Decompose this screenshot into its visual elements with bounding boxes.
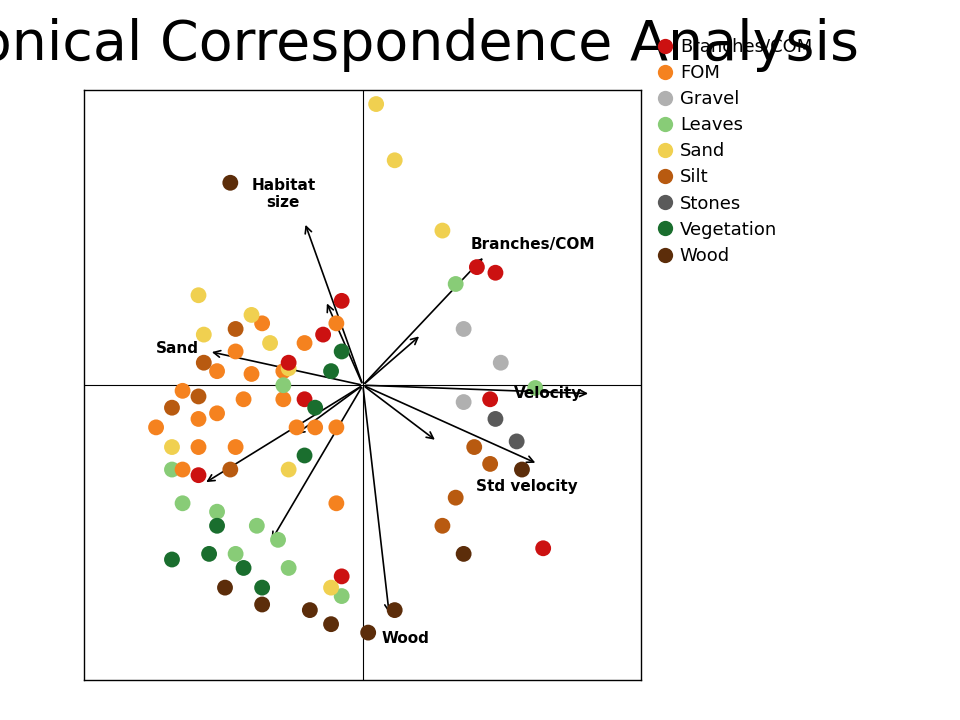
Point <box>228 548 243 559</box>
Point <box>307 402 323 413</box>
Point <box>223 464 238 475</box>
Point <box>316 329 331 341</box>
Point <box>271 534 286 546</box>
Point <box>262 337 277 348</box>
Point <box>435 520 450 531</box>
Point <box>307 422 323 433</box>
Point <box>196 357 211 369</box>
Point <box>488 413 503 425</box>
Point <box>467 441 482 453</box>
Point <box>244 309 259 320</box>
Point <box>297 337 312 348</box>
Point <box>228 346 243 357</box>
Point <box>334 295 349 307</box>
Point <box>536 542 551 554</box>
Point <box>254 599 270 611</box>
Point <box>191 289 206 301</box>
Point <box>254 582 270 593</box>
Point <box>196 329 211 341</box>
Point <box>297 450 312 462</box>
Point <box>149 422 164 433</box>
Text: Velocity: Velocity <box>515 386 583 401</box>
Point <box>254 318 270 329</box>
Point <box>456 323 471 335</box>
Point <box>483 458 498 469</box>
Text: Sand: Sand <box>156 341 199 356</box>
Point <box>164 402 180 413</box>
Point <box>387 604 402 616</box>
Point <box>281 363 297 374</box>
Point <box>334 346 349 357</box>
Point <box>202 548 217 559</box>
Point <box>328 318 344 329</box>
Point <box>209 365 225 377</box>
Point <box>448 278 464 289</box>
Point <box>456 548 471 559</box>
Point <box>276 379 291 391</box>
Point <box>191 413 206 425</box>
Point <box>236 394 252 405</box>
Point <box>528 382 543 394</box>
Point <box>281 464 297 475</box>
Point <box>328 422 344 433</box>
Point <box>361 627 376 639</box>
Point <box>435 225 450 236</box>
Point <box>164 464 180 475</box>
Point <box>289 422 304 433</box>
Point <box>228 323 243 335</box>
Point <box>369 99 384 110</box>
Point <box>236 562 252 574</box>
Point <box>324 582 339 593</box>
Point <box>281 562 297 574</box>
Point <box>191 469 206 481</box>
Point <box>515 464 530 475</box>
Point <box>191 391 206 402</box>
Point <box>281 357 297 369</box>
Point <box>276 365 291 377</box>
Point <box>164 554 180 565</box>
Point <box>297 394 312 405</box>
Point <box>217 582 232 593</box>
Point <box>448 492 464 503</box>
Text: Branches/COM: Branches/COM <box>470 237 595 252</box>
Point <box>387 155 402 166</box>
Point <box>244 368 259 379</box>
Text: Wood: Wood <box>381 631 429 646</box>
Legend: Branches/COM, FOM, Gravel, Leaves, Sand, Silt, Stones, Vegetation, Wood: Branches/COM, FOM, Gravel, Leaves, Sand,… <box>660 38 812 265</box>
Point <box>488 267 503 279</box>
Point <box>324 618 339 630</box>
Text: Std velocity: Std velocity <box>476 479 578 494</box>
Point <box>175 464 190 475</box>
Point <box>175 385 190 397</box>
Point <box>334 590 349 602</box>
Text: Canonical Correspondence Analysis: Canonical Correspondence Analysis <box>0 18 859 72</box>
Point <box>509 436 524 447</box>
Point <box>276 394 291 405</box>
Point <box>456 396 471 408</box>
Point <box>223 177 238 189</box>
Point <box>302 604 318 616</box>
Point <box>164 441 180 453</box>
Point <box>228 441 243 453</box>
Point <box>334 571 349 582</box>
Point <box>493 357 509 369</box>
Point <box>250 520 265 531</box>
Point <box>209 506 225 518</box>
Point <box>191 441 206 453</box>
Point <box>324 365 339 377</box>
Point <box>328 498 344 509</box>
Point <box>175 498 190 509</box>
Point <box>483 394 498 405</box>
Text: Habitat
size: Habitat size <box>252 178 316 210</box>
Point <box>209 520 225 531</box>
Point <box>209 408 225 419</box>
Point <box>469 261 485 273</box>
